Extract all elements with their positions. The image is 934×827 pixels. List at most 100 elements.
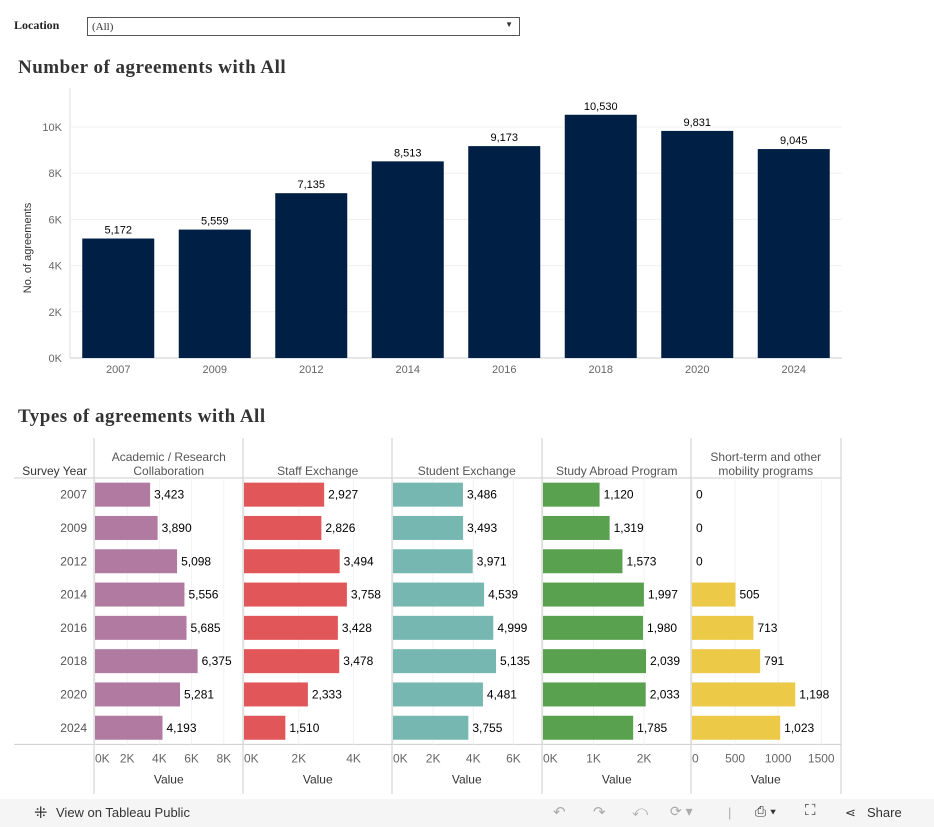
- bar-value-label: 713: [757, 621, 777, 635]
- bar-value-label: 3,486: [467, 488, 497, 502]
- bar-value-label: 505: [740, 588, 760, 602]
- bar: [393, 649, 497, 674]
- bar-value-label: 5,172: [104, 225, 132, 237]
- bar-value-label: 1,510: [289, 721, 319, 735]
- location-filter-label: Location: [14, 18, 60, 32]
- bar: [543, 582, 644, 607]
- bar: [95, 482, 151, 507]
- bar-value-label: 6,375: [202, 654, 232, 668]
- bar: [692, 715, 781, 740]
- y-axis-title: No. of agreements: [22, 202, 34, 293]
- x-tick-label: 0K: [95, 751, 110, 765]
- dropdown-arrow-icon: ▼: [505, 20, 513, 29]
- row-header: Survey Year: [22, 464, 87, 478]
- x-tick-label: 2K: [637, 751, 652, 765]
- x-tick-label: 8K: [216, 751, 231, 765]
- bar-value-label: 3,494: [344, 554, 374, 568]
- bar-value-label: 3,493: [467, 521, 497, 535]
- bar: [564, 114, 637, 358]
- bar-value-label: 1,023: [784, 721, 814, 735]
- bar-value-label: 1,319: [614, 521, 644, 535]
- bar: [393, 482, 463, 507]
- bar-value-label: 0: [696, 521, 703, 535]
- fullscreen-icon[interactable]: ⛶: [805, 802, 816, 819]
- bar: [244, 615, 338, 640]
- bar: [543, 649, 647, 674]
- bar: [82, 238, 155, 358]
- bar: [692, 582, 736, 607]
- x-tick-label: 0K: [244, 751, 259, 765]
- bar-value-label: 3,758: [351, 588, 381, 602]
- bar: [95, 515, 158, 540]
- undo-icon[interactable]: ↶: [553, 804, 566, 821]
- x-tick-label: 0K: [393, 751, 408, 765]
- year-label: 2016: [60, 621, 87, 635]
- bar: [244, 482, 325, 507]
- bar-value-label: 9,045: [780, 135, 808, 147]
- y-tick-label: 4K: [49, 261, 63, 273]
- bar: [543, 549, 623, 574]
- bar: [393, 515, 464, 540]
- share-button[interactable]: Share: [867, 805, 902, 820]
- bar-value-label: 4,539: [488, 588, 518, 602]
- bar: [95, 682, 181, 707]
- download-icon[interactable]: ⎙ ▾: [755, 803, 776, 819]
- redo-icon[interactable]: ↷: [593, 804, 606, 821]
- x-tick-label: 500: [725, 751, 745, 765]
- bar: [95, 715, 163, 740]
- chart1-title: Number of agreements with All: [18, 57, 287, 78]
- x-tick-label: 4K: [346, 751, 361, 765]
- refresh-icon[interactable]: ⟳ ▾: [670, 803, 693, 819]
- x-axis-title: Value: [452, 772, 482, 786]
- bar: [371, 161, 444, 358]
- column-header: Staff Exchange: [277, 464, 358, 478]
- bar-value-label: 4,481: [487, 687, 517, 701]
- bar: [393, 549, 473, 574]
- year-label: 2009: [60, 521, 87, 535]
- x-tick-label: 1000: [765, 751, 792, 765]
- revert-icon[interactable]: ⤺: [632, 803, 649, 820]
- bar-value-label: 1,120: [604, 488, 634, 502]
- agreements-bar-chart: 0K 2K 4K 6K 8K 10K No. of agreements 5,172 2007 5…: [22, 88, 842, 376]
- bar: [244, 715, 286, 740]
- x-tick-label: 2016: [492, 364, 516, 376]
- bar: [275, 193, 348, 358]
- x-tick-label: 2K: [426, 751, 441, 765]
- column-header: Short-term and other mobility programs: [710, 450, 821, 478]
- x-tick-label: 2007: [106, 364, 130, 376]
- x-tick-label: 2012: [299, 364, 323, 376]
- x-tick-label: 1500: [808, 751, 835, 765]
- bar: [244, 515, 322, 540]
- bar-value-label: 2,927: [328, 488, 358, 502]
- view-on-tableau-link[interactable]: View on Tableau Public: [56, 805, 190, 820]
- bar-value-label: 5,559: [201, 216, 229, 228]
- x-tick-label: 2K: [120, 751, 135, 765]
- column-header: Academic / Research Collaboration: [112, 450, 226, 478]
- bar-value-label: 3,478: [343, 654, 373, 668]
- bar-value-label: 1,997: [648, 588, 678, 602]
- y-tick-label: 2K: [49, 307, 63, 319]
- bar: [244, 582, 347, 607]
- bar-value-label: 0: [696, 554, 703, 568]
- bar: [661, 130, 734, 358]
- x-tick-label: 0K: [543, 751, 558, 765]
- share-icon[interactable]: ⋖: [845, 805, 856, 820]
- year-label: 2014: [60, 588, 87, 602]
- x-tick-label: 2020: [685, 364, 709, 376]
- location-dropdown[interactable]: (All) ▼: [87, 17, 520, 36]
- bar: [692, 682, 796, 707]
- bar-value-label: 0: [696, 488, 703, 502]
- bar: [244, 649, 340, 674]
- bar-value-label: 1,980: [647, 621, 677, 635]
- bar-value-label: 3,890: [162, 521, 192, 535]
- bar: [393, 715, 469, 740]
- bar-value-label: 5,098: [181, 554, 211, 568]
- bar: [95, 615, 187, 640]
- bar: [244, 549, 340, 574]
- bar-value-label: 2,033: [650, 687, 680, 701]
- bar-value-label: 10,530: [584, 101, 618, 113]
- bar-value-label: 5,135: [500, 654, 530, 668]
- bar: [692, 649, 761, 674]
- x-tick-label: 2014: [396, 364, 420, 376]
- x-tick-label: 2K: [291, 751, 306, 765]
